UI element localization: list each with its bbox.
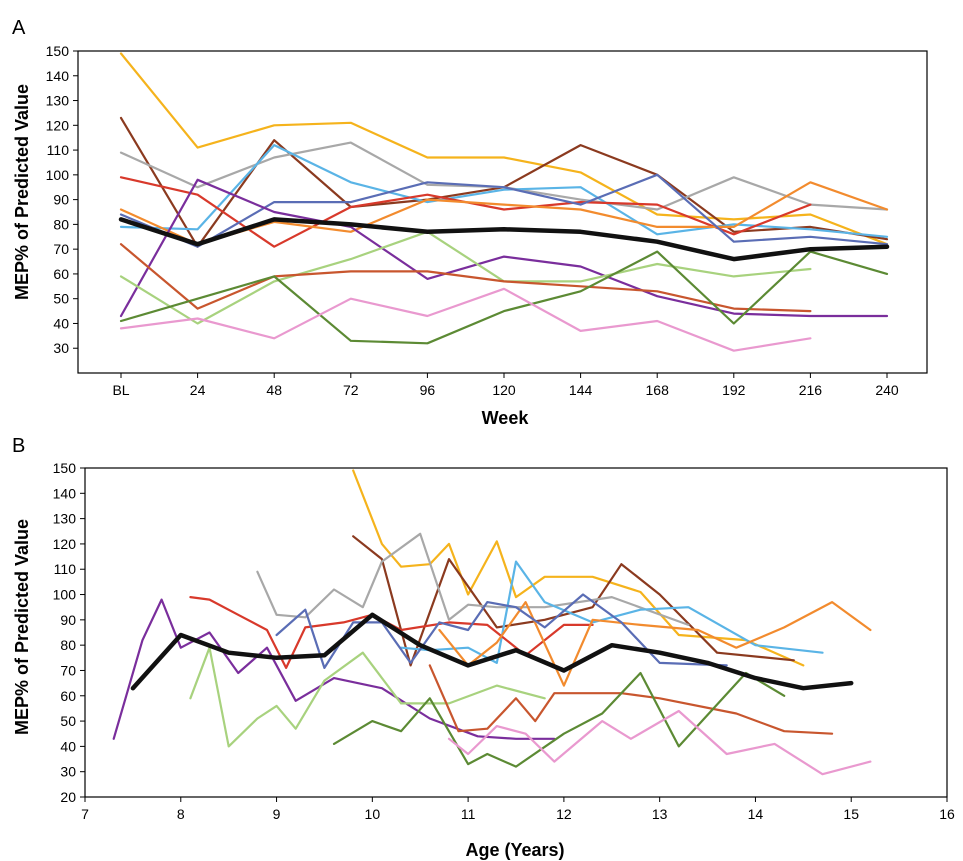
panel-b-plot: 20 30 40 50 60 70 80 90 100 110 120 130 140 150 7 8 9 10 1… <box>53 460 955 822</box>
panel-a-plot: 30 40 50 60 70 80 90 100 110 120 130 140 150 BL 24 48 72… <box>46 43 928 398</box>
panel-b-x-tick-label: 10 <box>365 806 381 822</box>
panel-b-y-tick-label: 130 <box>53 511 77 527</box>
panel-b-y-tick-label: 80 <box>60 637 76 653</box>
panel-b-x-tick-label: 11 <box>461 806 476 822</box>
panel-b-y-tick-label: 110 <box>54 561 77 577</box>
panel-a-series-line <box>119 250 889 345</box>
panel-b-series-line <box>438 601 872 687</box>
panel-a-y-tick-label: 50 <box>53 291 69 307</box>
panel-b-y-tick-label: 60 <box>60 688 76 704</box>
panel-a-y-tick-label: 70 <box>53 241 69 257</box>
panel-a-x-tick-label: 192 <box>722 382 746 398</box>
panel-a-x-tick-label: 240 <box>875 382 899 398</box>
panel-a-x-axis-title: Week <box>482 408 530 428</box>
panel-a-x-tick-label: 72 <box>343 382 359 398</box>
panel-b-series-line <box>428 664 834 735</box>
panel-b-y-tick-label: 40 <box>60 738 76 754</box>
panel-a-frame <box>77 50 928 374</box>
panel-b-series-line <box>332 671 786 768</box>
panel-b-y-tick-label: 140 <box>53 485 77 501</box>
panel-a-y-axis-title: MEP% of Predicted Value <box>12 84 32 300</box>
panel-b-x-tick-label: 16 <box>939 806 955 822</box>
panel-a-y-tick-label: 80 <box>53 216 69 232</box>
panel-a-y-tick-label: 120 <box>46 117 70 133</box>
panel-b-y-tick-label: 90 <box>60 612 76 628</box>
panel-a-y-tick-label: 100 <box>46 167 70 183</box>
panel-a-series-line <box>119 243 812 313</box>
panel-a-x-tick-label: 24 <box>190 382 206 398</box>
panel-a-x-tick-label: 144 <box>569 382 593 398</box>
panel-a-series-line <box>119 52 889 246</box>
panel-a-y-tick-label: 90 <box>53 192 69 208</box>
panel-b-x-tick-label: 8 <box>177 806 185 822</box>
panel-b-mean-line <box>130 612 854 691</box>
panel-b-x-axis-title: Age (Years) <box>465 840 564 860</box>
panel-a-y-tick-label: 150 <box>46 43 70 59</box>
panel-b-x-tick-label: 15 <box>843 806 859 822</box>
panel-b-y-tick-label: 120 <box>53 536 77 552</box>
panel-b-y-tick-label: 20 <box>60 789 76 805</box>
panel-a-y-tick-label: 60 <box>53 266 69 282</box>
panel-a-y-tick-label: 110 <box>47 142 70 158</box>
panel-a-series-line <box>119 230 812 325</box>
panel-a-x-tick-label: 120 <box>492 382 516 398</box>
panel-a-y-tick-label: 130 <box>46 93 70 109</box>
panel-a-series-line <box>119 178 889 318</box>
panel-b-x-tick-label: 9 <box>273 806 281 822</box>
panel-b-y-tick-label: 30 <box>60 764 76 780</box>
panel-b-x-tick-label: 13 <box>652 806 668 822</box>
panel-a-y-tick-label: 140 <box>46 68 70 84</box>
panel-b-series-line <box>256 532 690 626</box>
panel-b-y-tick-label: 70 <box>60 662 76 678</box>
panel-b-series-line <box>447 709 872 776</box>
panel-b-x-tick-label: 12 <box>556 806 572 822</box>
panel-a-series-line <box>119 141 889 211</box>
panel-a-x-tick-label: BL <box>112 382 129 398</box>
panel-a-x-tick-label: 96 <box>420 382 436 398</box>
panel-a-series-line <box>119 173 889 248</box>
panel-a-y-tick-label: 30 <box>53 340 69 356</box>
panel-a-x-tick-label: 48 <box>266 382 282 398</box>
panel-a-mean-line <box>118 217 890 262</box>
panel-b-y-axis-title: MEP% of Predicted Value <box>12 519 32 735</box>
panel-b-y-tick-label: 100 <box>53 587 77 603</box>
panel-b-series-line <box>112 598 556 740</box>
panel-b-y-tick-label: 150 <box>53 460 77 476</box>
panel-b-series-line <box>275 593 728 669</box>
panel-a-x-tick-label: 216 <box>799 382 823 398</box>
panel-b-y-tick-label: 50 <box>60 713 76 729</box>
panel-b-series-line <box>189 646 546 748</box>
panel-b-x-tick-label: 14 <box>748 806 764 822</box>
panel-a-series-line <box>119 144 889 238</box>
panel-b-frame <box>84 467 948 798</box>
panel-a-letter: A <box>12 17 26 39</box>
panel-b-letter: B <box>12 435 25 457</box>
panel-a-y-tick-label: 40 <box>53 315 69 331</box>
panel-a-x-tick-label: 168 <box>646 382 670 398</box>
panel-b-x-tick-label: 7 <box>81 806 89 822</box>
panel-a-series-line <box>119 287 812 352</box>
